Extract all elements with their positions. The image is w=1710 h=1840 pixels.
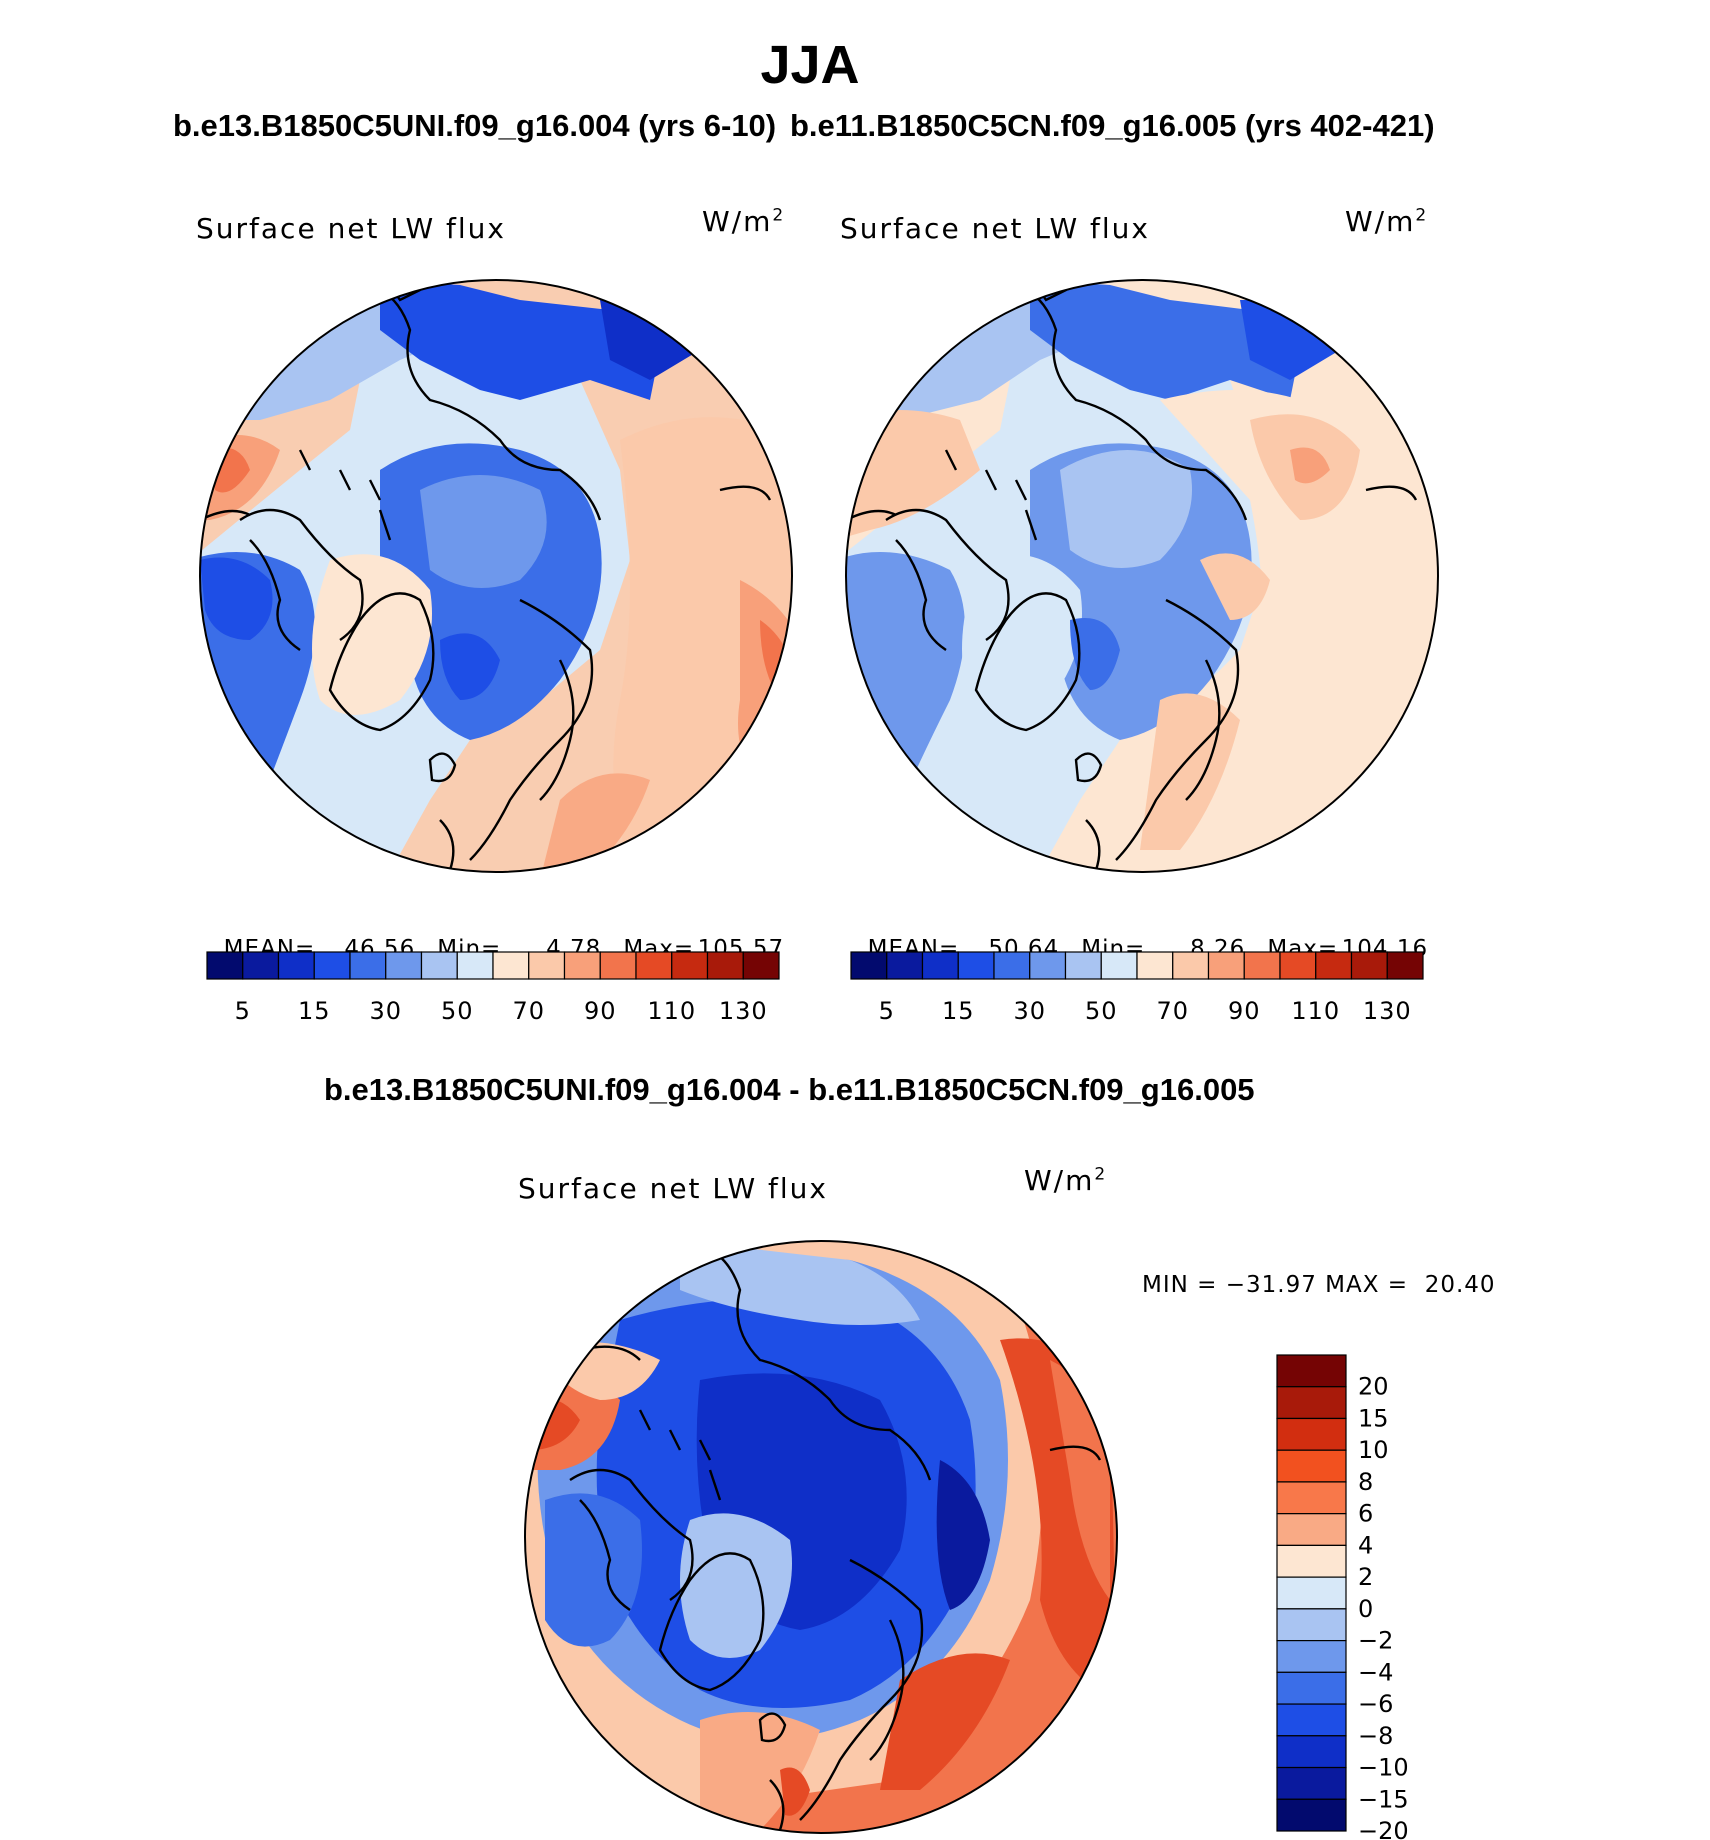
panel-1-units: W/m2 <box>702 205 786 238</box>
colorbar-swatch <box>1276 1481 1347 1515</box>
colorbar-tick-label: 15 <box>1358 1404 1389 1432</box>
polar-map-diff <box>525 1241 1117 1833</box>
colorbar-swatch <box>1276 1576 1347 1610</box>
colorbar-tick-label: −20 <box>1358 1817 1409 1840</box>
panel-2-case-title: b.e11.B1850C5CN.f09_g16.005 (yrs 402-421… <box>790 108 1435 143</box>
diff-variable-label: Surface net LW flux <box>518 1172 828 1205</box>
colorbar-swatch <box>1276 1766 1347 1800</box>
colorbar-tick-label: 5 <box>879 997 895 1025</box>
colorbar-swatch <box>349 951 387 980</box>
colorbar-swatch <box>886 951 924 980</box>
colorbar-swatch <box>1276 1703 1347 1737</box>
colorbar-tick-label: 0 <box>1358 1595 1373 1623</box>
panel-1-case-title: b.e13.B1850C5UNI.f09_g16.004 (yrs 6-10) <box>173 108 777 143</box>
colorbar-tick-label: −8 <box>1358 1722 1393 1750</box>
colorbar-tick-label: 15 <box>942 997 975 1025</box>
map-diff-border <box>524 1240 1118 1834</box>
colorbar-tick-label: 6 <box>1358 1500 1373 1528</box>
colorbar-tick-label: 30 <box>1013 997 1046 1025</box>
colorbar-swatch <box>993 951 1031 980</box>
colorbar-swatch <box>1276 1735 1347 1769</box>
colorbar-swatch <box>420 951 458 980</box>
colorbar-swatch <box>1172 951 1210 980</box>
colorbar-swatch <box>1276 1449 1347 1483</box>
polar-map-2 <box>846 280 1438 872</box>
colorbar-swatch <box>1276 1513 1347 1546</box>
colorbar-swatch <box>1276 1386 1347 1420</box>
colorbar-swatch <box>921 951 959 980</box>
colorbar-swatch <box>313 951 351 980</box>
map-1-border <box>199 279 793 873</box>
colorbar-swatch <box>1315 951 1353 980</box>
colorbar-tick-label: 5 <box>235 997 251 1025</box>
colorbar-tick-label: −15 <box>1358 1785 1409 1813</box>
figure-title: JJA <box>760 35 860 95</box>
colorbar-tick-label: −2 <box>1358 1627 1393 1655</box>
colorbar-swatch <box>1276 1608 1347 1642</box>
colorbar-tick-label: 50 <box>441 997 474 1025</box>
colorbar-tick-label: −4 <box>1358 1658 1393 1686</box>
colorbar-tick-label: 2 <box>1358 1563 1373 1591</box>
colorbar-swatch <box>1276 1798 1347 1832</box>
colorbar-swatch <box>492 951 530 980</box>
diff-title: b.e13.B1850C5UNI.f09_g16.004 - b.e11.B18… <box>324 1072 1255 1107</box>
colorbar-swatch <box>1276 1354 1347 1388</box>
colorbar-tick-label: 130 <box>719 997 768 1025</box>
colorbar-tick-label: 130 <box>1363 997 1412 1025</box>
colorbar-swatch <box>385 951 423 980</box>
colorbar-tick-label: −6 <box>1358 1690 1393 1718</box>
colorbar-tick-label: 110 <box>647 997 696 1025</box>
colorbar-swatch <box>1279 951 1317 980</box>
colorbar-swatch <box>1386 951 1424 980</box>
colorbar-tick-label: 15 <box>298 997 331 1025</box>
colorbar-swatch <box>1276 1417 1347 1451</box>
colorbar-tick-label: 110 <box>1291 997 1340 1025</box>
colorbar-swatch <box>1276 1639 1347 1673</box>
colorbar-swatch <box>1029 951 1067 980</box>
colorbar-swatch <box>1276 1544 1347 1578</box>
colorbar-tick-label: 8 <box>1358 1468 1373 1496</box>
colorbar-swatch <box>850 951 888 980</box>
colorbar-panel-2: 5 15 30 50 70 90 110 130 <box>850 951 1424 1025</box>
colorbar-panel-1: 5 15 30 50 70 90 110 130 <box>206 951 780 1025</box>
map-2-border <box>845 279 1439 873</box>
colorbar-swatch <box>1136 951 1174 980</box>
colorbar-swatch <box>206 951 244 980</box>
colorbar-swatch <box>1064 951 1102 980</box>
colorbar-swatch <box>1207 951 1245 980</box>
colorbar-tick-label: 90 <box>1228 997 1261 1025</box>
colorbar-tick-label: 4 <box>1358 1531 1373 1559</box>
colorbar-swatch <box>456 951 494 980</box>
diff-units: W/m2 <box>1024 1164 1108 1197</box>
polar-map-1 <box>200 280 792 872</box>
colorbar-tick-label: 10 <box>1358 1436 1389 1464</box>
colorbar-swatch <box>242 951 280 980</box>
colorbar-swatch <box>277 951 315 980</box>
colorbar-swatch <box>742 951 780 980</box>
colorbar-tick-label: −10 <box>1358 1754 1409 1782</box>
panel-2-units: W/m2 <box>1345 205 1429 238</box>
colorbar-swatch <box>1276 1671 1347 1705</box>
colorbar-tick-label: 70 <box>1156 997 1189 1025</box>
colorbar-tick-label: 50 <box>1085 997 1118 1025</box>
colorbar-swatch <box>635 951 673 980</box>
colorbar-tick-label: 70 <box>512 997 545 1025</box>
panel-1-variable-label: Surface net LW flux <box>196 212 506 245</box>
colorbar-swatch <box>671 951 709 980</box>
colorbar-swatch <box>528 951 566 980</box>
panel-2-variable-label: Surface net LW flux <box>840 212 1150 245</box>
colorbar-swatch <box>1100 951 1138 980</box>
colorbar-tick-label: 20 <box>1358 1373 1389 1401</box>
diff-minmax: MIN = −31.97 MAX = 20.40 <box>1142 1272 1496 1298</box>
colorbar-swatch <box>1350 951 1388 980</box>
colorbar-swatch <box>957 951 995 980</box>
colorbar-tick-label: 30 <box>369 997 402 1025</box>
colorbar-swatch <box>1243 951 1281 980</box>
colorbar-swatch <box>563 951 601 980</box>
colorbar-swatch <box>706 951 744 980</box>
colorbar-swatch <box>599 951 637 980</box>
colorbar-tick-label: 90 <box>584 997 617 1025</box>
